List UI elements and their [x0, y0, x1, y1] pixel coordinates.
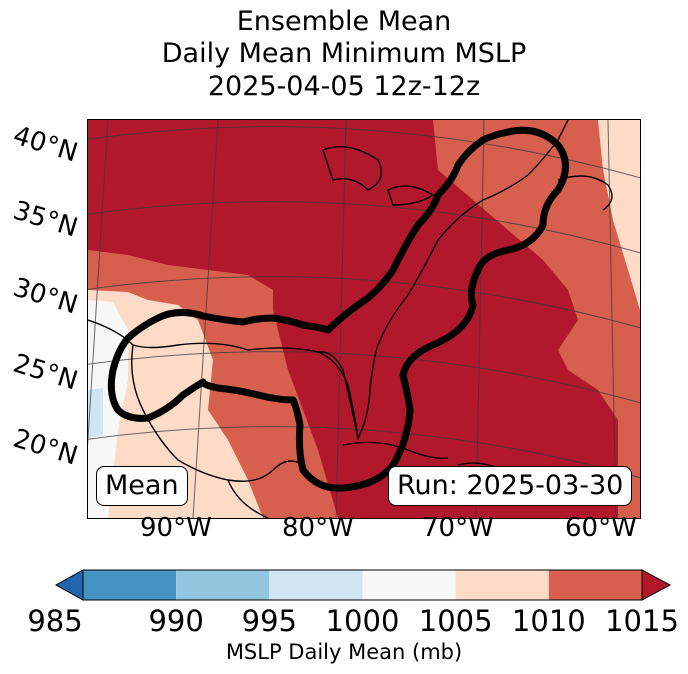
colorbar-under-arrow [54, 569, 84, 601]
title-line-2: Daily Mean Minimum MSLP [161, 38, 527, 69]
lat-line [88, 201, 640, 254]
great-lakes [322, 146, 382, 191]
pressure-region-1010 [433, 120, 640, 518]
colorbar-tick-label: 1015 [605, 604, 679, 638]
colorbar-segment [362, 570, 456, 600]
florida [317, 344, 379, 440]
lon-line [88, 120, 109, 447]
colorbar-over-arrow [641, 569, 672, 601]
lon-label-70w: 70°W [422, 513, 494, 543]
colorbar-segment [548, 570, 642, 600]
run-date-box: Run: 2025-03-30 [388, 466, 633, 506]
lon-label-80w: 80°W [282, 513, 354, 543]
colorbar-tick-label: 985 [27, 604, 83, 638]
colorbar-tick-label: 1010 [511, 604, 586, 638]
colorbar-segment [269, 570, 363, 600]
colorbar-tick-label: 995 [241, 604, 298, 638]
colorbar-border [82, 569, 643, 601]
lat-line [88, 426, 640, 479]
coastlines [88, 120, 613, 518]
great-lakes [387, 185, 435, 206]
title-line-3: 2025-04-05 12z-12z [207, 71, 481, 102]
colorbar-tick-label: 1000 [325, 604, 400, 638]
lon-line [475, 120, 485, 518]
lat-line [88, 126, 640, 179]
colorbar-tick-label: 990 [148, 604, 204, 638]
map-panel [87, 119, 641, 519]
ensemble-contour [107, 126, 569, 492]
colorbar-segments [54, 569, 672, 601]
graticule [88, 120, 640, 518]
yucatan [227, 479, 269, 518]
colorbar-segment [176, 570, 270, 600]
title-line-1: Ensemble Mean [236, 6, 452, 37]
lat-line [88, 351, 640, 404]
us-east-coast [377, 120, 569, 346]
colorbar-tick-label: 1005 [418, 604, 493, 638]
lon-label-90w: 90°W [140, 513, 212, 543]
mexico-coast [131, 344, 304, 482]
colorbar-segment [83, 570, 177, 600]
lon-label-60w: 60°W [565, 513, 637, 543]
cuba [342, 441, 449, 460]
colorbar-label: MSLP Daily Mean (mb) [225, 640, 463, 664]
mean-label-box: Mean [96, 466, 188, 506]
colorbar-segment [455, 570, 549, 600]
pressure-region-995 [88, 388, 103, 438]
lat-line [88, 276, 640, 329]
map-canvas [88, 120, 640, 518]
nova-scotia [557, 175, 613, 211]
